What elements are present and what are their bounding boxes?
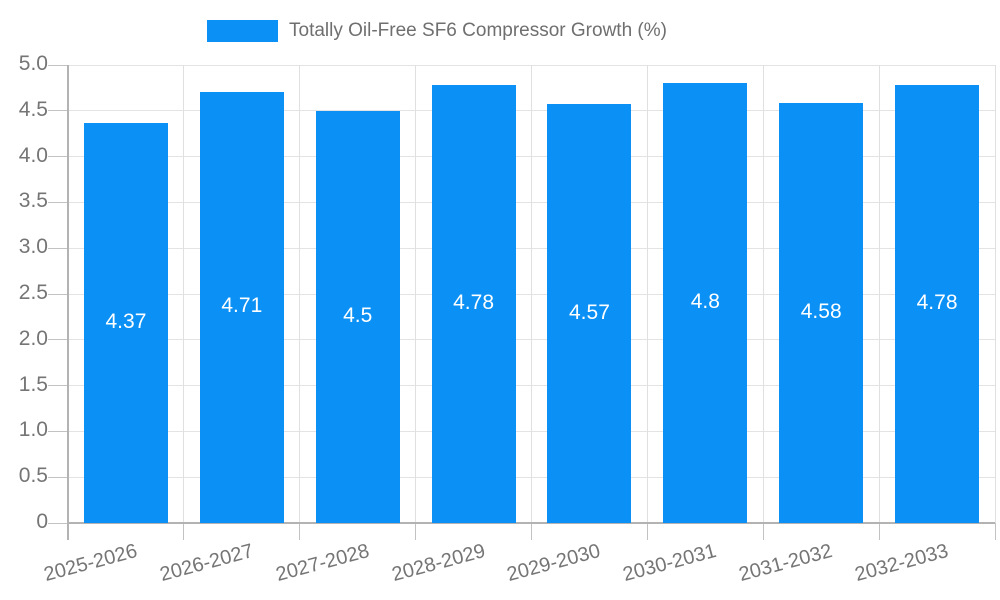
y-axis-label: 3.0 xyxy=(18,235,48,259)
y-axis-label: 0.5 xyxy=(18,464,48,488)
x-axis-tick xyxy=(878,523,880,540)
legend-label: Totally Oil-Free SF6 Compressor Growth (… xyxy=(289,20,667,41)
gridline-vertical xyxy=(183,65,185,523)
bar-value-label: 4.57 xyxy=(569,300,610,324)
y-axis-tick xyxy=(48,64,68,66)
y-axis-label: 0 xyxy=(36,510,48,533)
bar[interactable] xyxy=(315,110,400,523)
bar[interactable] xyxy=(199,91,284,523)
x-axis-tick xyxy=(531,523,532,540)
gridline-vertical xyxy=(531,65,532,523)
y-axis-tick xyxy=(48,339,68,341)
gridline-vertical xyxy=(994,65,996,523)
y-axis-label: 1.5 xyxy=(18,372,48,396)
y-axis-label: 3.5 xyxy=(18,189,48,213)
y-axis-tick xyxy=(48,156,68,158)
bar-value-label: 4.8 xyxy=(690,290,720,314)
y-axis-line xyxy=(67,65,69,540)
bar[interactable] xyxy=(895,85,980,523)
gridline-vertical xyxy=(762,65,764,523)
y-axis-label: 2.0 xyxy=(18,326,48,350)
bar[interactable] xyxy=(83,122,168,523)
y-axis-tick xyxy=(48,110,68,112)
bar-value-label: 4.71 xyxy=(221,294,263,318)
x-axis-tick xyxy=(646,523,648,540)
gridline-vertical xyxy=(878,65,880,523)
y-axis-label: 4.0 xyxy=(18,143,48,167)
bar-value-label: 4.78 xyxy=(916,291,958,315)
bar[interactable] xyxy=(547,104,632,523)
gridline-vertical xyxy=(299,65,301,523)
bar-value-label: 4.58 xyxy=(800,300,842,324)
gridline-vertical xyxy=(646,65,648,523)
bar-value-label: 4.5 xyxy=(343,303,373,327)
y-axis-tick xyxy=(48,476,68,478)
y-axis-label: 5.0 xyxy=(18,52,48,75)
gridline-vertical xyxy=(415,65,417,523)
x-axis-tick xyxy=(415,523,417,540)
y-axis-tick xyxy=(48,522,68,524)
bar[interactable] xyxy=(779,103,864,523)
x-axis-tick xyxy=(762,523,764,540)
x-axis-tick xyxy=(994,523,996,540)
bar-value-label: 4.78 xyxy=(453,291,494,315)
y-axis-label: 1.0 xyxy=(18,418,48,442)
bar-value-label: 4.37 xyxy=(105,309,147,333)
y-axis-tick xyxy=(48,385,68,387)
legend-swatch-icon xyxy=(207,20,278,42)
y-axis-tick xyxy=(48,201,68,203)
y-axis-tick xyxy=(48,430,68,432)
y-axis-label: 2.5 xyxy=(18,281,48,304)
x-axis-tick xyxy=(299,523,301,540)
x-axis-line xyxy=(68,522,995,524)
x-axis-tick xyxy=(183,523,185,540)
y-axis-label: 4.5 xyxy=(18,97,48,121)
y-axis-tick xyxy=(48,293,68,295)
y-axis-tick xyxy=(48,247,68,249)
bar[interactable] xyxy=(431,85,516,523)
legend[interactable]: Totally Oil-Free SF6 Compressor Growth (… xyxy=(207,20,667,42)
bar[interactable] xyxy=(663,83,748,523)
